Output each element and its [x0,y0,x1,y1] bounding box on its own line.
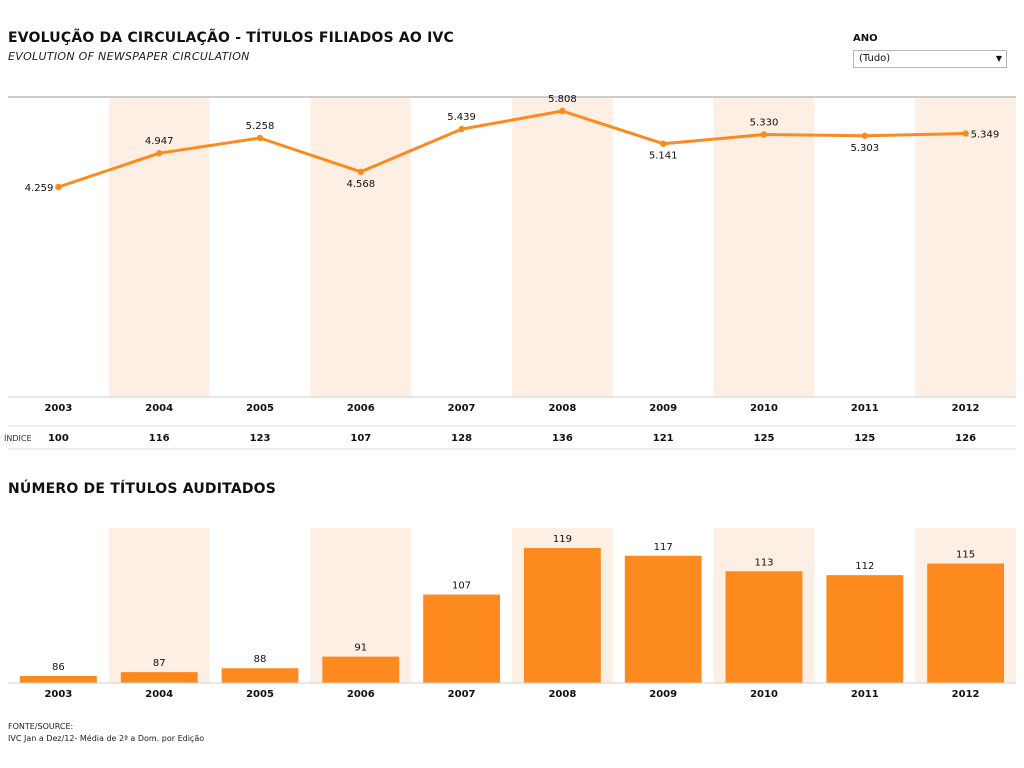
data-label: 4.568 [346,179,375,190]
x-tick-label: 2005 [246,689,274,700]
year-filter-label: ANO [853,33,878,44]
x-tick-label: 2009 [649,403,677,414]
column-band [915,98,1016,397]
data-label: 5.258 [246,121,275,132]
index-value: 100 [48,433,69,444]
bar-value-label: 107 [452,581,471,592]
x-tick-label: 2006 [347,403,375,414]
index-value: 125 [854,433,875,444]
bar-value-label: 112 [855,561,874,572]
bar [221,668,299,683]
year-filter-value: (Tudo) [859,53,891,64]
chart-subtitle: EVOLUTION OF NEWSPAPER CIRCULATION [8,50,250,63]
bar [120,672,198,683]
bar-value-label: 115 [956,550,975,561]
x-tick-label: 2004 [145,689,173,700]
x-tick-label: 2008 [548,403,576,414]
data-label: 5.349 [971,130,1000,141]
x-tick-label: 2004 [145,403,173,414]
chart-title: EVOLUÇÃO DA CIRCULAÇÃO - TÍTULOS FILIADO… [8,30,454,46]
data-point [760,131,768,138]
data-point [55,183,62,191]
year-filter-dropdown[interactable]: (Tudo) ▼ [853,50,1007,68]
data-point [458,125,465,133]
index-value: 123 [250,433,271,444]
column-band [310,98,412,397]
data-point [156,150,163,157]
bar [624,555,702,683]
data-label: 4.947 [145,136,174,147]
data-label: 5.439 [447,112,476,123]
index-value: 136 [552,433,573,444]
audited-titles-heading: NÚMERO DE TÍTULOS AUDITADOS [8,481,277,497]
index-row-label: ÍNDICE [4,432,32,443]
x-tick-label: 2012 [952,689,980,700]
bar-value-label: 86 [52,662,65,673]
circulation-line-chart: 4.259 4.947 5.258 4.568 5.439 5.808 5.141 5.330… [4,94,1016,450]
index-value: 126 [955,433,976,444]
source-text: IVC Jan a Dez/12- Média de 2ª a Dom. por… [8,734,205,743]
index-value: 121 [653,433,674,444]
index-value: 128 [451,433,472,444]
x-tick-label: 2009 [649,689,677,700]
column-band [108,528,210,683]
data-label: 4.259 [25,183,54,194]
audited-titles-bar-chart: 86 87 88 91 107 119 117 113 112 115 2003 2004 2005 20… [8,528,1016,700]
index-value: 125 [754,433,775,444]
data-point [256,134,264,142]
data-label: 5.141 [649,151,678,162]
x-tick-label: 2008 [548,689,576,700]
column-band [512,98,613,397]
bar [524,548,601,683]
x-tick-label: 2003 [44,403,72,414]
bar [927,563,1004,683]
data-label: 5.330 [750,117,779,128]
source-label: FONTE/SOURCE: [8,722,74,731]
x-tick-label: 2005 [246,403,274,414]
data-label: 5.808 [548,94,577,105]
bar-value-label: 113 [754,557,773,568]
data-point [357,168,364,176]
x-tick-label: 2012 [952,403,980,414]
bar-value-label: 87 [153,658,166,669]
data-point [962,130,969,137]
x-tick-label: 2007 [448,689,476,700]
index-value: 107 [350,433,371,444]
x-tick-label: 2010 [750,403,778,414]
bar [826,575,904,683]
data-point [559,107,566,115]
data-point [861,132,868,139]
source-note: FONTE/SOURCE: IVC Jan a Dez/12- Média de… [8,721,204,745]
x-tick-label: 2003 [44,689,72,700]
data-label: 5.303 [850,143,879,154]
chevron-down-icon: ▼ [995,54,1002,63]
x-tick-label: 2010 [750,689,778,700]
bar [423,594,500,683]
x-tick-label: 2006 [347,689,375,700]
data-point [660,140,667,147]
index-value: 116 [149,433,170,444]
bar [322,656,400,683]
bar [20,676,97,683]
x-tick-label: 2011 [851,403,879,414]
bar-value-label: 117 [654,542,673,553]
bar-value-label: 119 [553,534,572,545]
bar [725,571,803,683]
x-tick-label: 2011 [851,689,879,700]
column-band [713,98,815,397]
bar-value-label: 88 [254,654,267,665]
circulation-series-line [57,109,966,189]
x-tick-label: 2007 [448,403,476,414]
bar-value-label: 91 [354,643,367,654]
